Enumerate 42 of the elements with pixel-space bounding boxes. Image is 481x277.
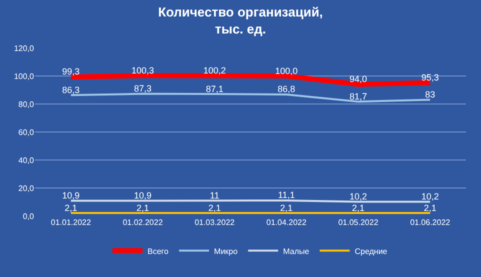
x-tick-label: 01.02.2022 [122, 218, 164, 227]
data-label: 94,0 [349, 74, 368, 84]
data-label: 95,3 [421, 72, 439, 82]
x-tick-label: 01.04.2022 [266, 218, 307, 227]
data-label: 2,1 [136, 202, 150, 213]
data-label: 87,3 [134, 84, 152, 94]
y-tick-label: 80,0 [18, 100, 35, 109]
x-tick-label: 01.05.2022 [338, 218, 379, 227]
data-label: 99,3 [62, 66, 80, 77]
data-label: 11,1 [278, 190, 295, 200]
legend-label: Малые [283, 246, 310, 256]
y-tick-label: 40,0 [18, 156, 35, 165]
data-label: 2,1 [424, 202, 436, 213]
data-label: 87,1 [206, 84, 224, 94]
data-label: 10,2 [349, 191, 368, 202]
y-tick-label: 20,0 [18, 184, 35, 193]
legend-label: Средние [354, 246, 388, 256]
data-label: 100,3 [131, 65, 154, 76]
data-label: 2,1 [280, 202, 293, 213]
data-label: 2,1 [352, 202, 365, 213]
y-tick-label: 100,0 [14, 72, 35, 81]
y-tick-label: 60,0 [18, 128, 35, 137]
x-tick-label: 01.01.2022 [50, 218, 92, 227]
y-tick-label: 120,0 [14, 44, 35, 53]
data-label: 2,1 [208, 202, 221, 213]
data-label: 2,1 [64, 202, 78, 213]
x-tick-label: 01.06.2022 [410, 218, 451, 227]
data-label: 10,9 [134, 190, 152, 200]
data-label: 86,3 [62, 84, 80, 95]
y-tick-label: 0,0 [22, 212, 35, 221]
data-label: 86,8 [278, 84, 296, 94]
legend-label: Всего [148, 246, 170, 256]
data-label: 10,9 [62, 190, 80, 200]
data-label: 100,2 [203, 65, 226, 76]
data-label: 81,7 [349, 91, 368, 102]
data-label: 100,0 [275, 66, 298, 76]
data-label: 11 [210, 190, 220, 200]
data-label: 10,2 [421, 191, 439, 202]
chart-title: Количество организаций, тыс. ед. [158, 4, 323, 37]
data-label: 83 [425, 90, 436, 100]
x-tick-label: 01.03.2022 [194, 218, 236, 227]
legend-label: Микро [214, 246, 238, 256]
